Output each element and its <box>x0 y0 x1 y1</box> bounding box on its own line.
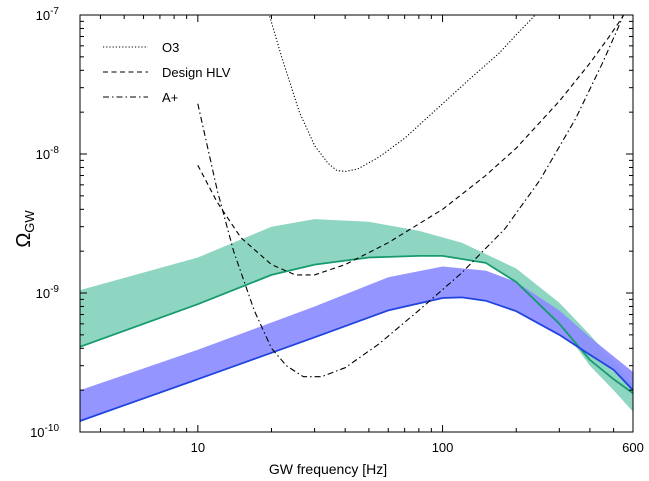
detector-curves <box>197 15 625 378</box>
legend-label: O3 <box>162 40 179 55</box>
series-line-design-hlv <box>197 15 624 276</box>
y-axis-label: ΩGW <box>13 210 37 248</box>
legend-label: Design HLV <box>162 65 231 80</box>
median-line-1 <box>80 255 633 395</box>
legend: O3 Design HLV A+ <box>103 40 231 105</box>
series-line-a- <box>197 15 625 378</box>
y-tick-label: 10-9 <box>36 284 60 301</box>
median-lines <box>80 255 633 422</box>
series-line-o3 <box>268 15 536 172</box>
band-1 <box>80 219 633 412</box>
y-tick-label: 10-7 <box>36 6 60 23</box>
y-tick-label: 10-10 <box>30 423 59 440</box>
x-tick-label: 600 <box>622 440 644 455</box>
x-axis-label: GW frequency [Hz] <box>269 461 387 477</box>
x-tick-label: 100 <box>432 440 454 455</box>
x-tick-label: 10 <box>191 440 205 455</box>
median-line-2 <box>80 296 633 422</box>
y-tick-label: 10-8 <box>36 145 60 162</box>
axis-ticks: 10 100 600 10-10 10-9 10-8 10-7 <box>30 6 644 455</box>
plot-frame <box>79 14 634 433</box>
band-2 <box>80 266 633 421</box>
legend-label: A+ <box>162 90 178 105</box>
shaded-bands <box>80 219 633 421</box>
